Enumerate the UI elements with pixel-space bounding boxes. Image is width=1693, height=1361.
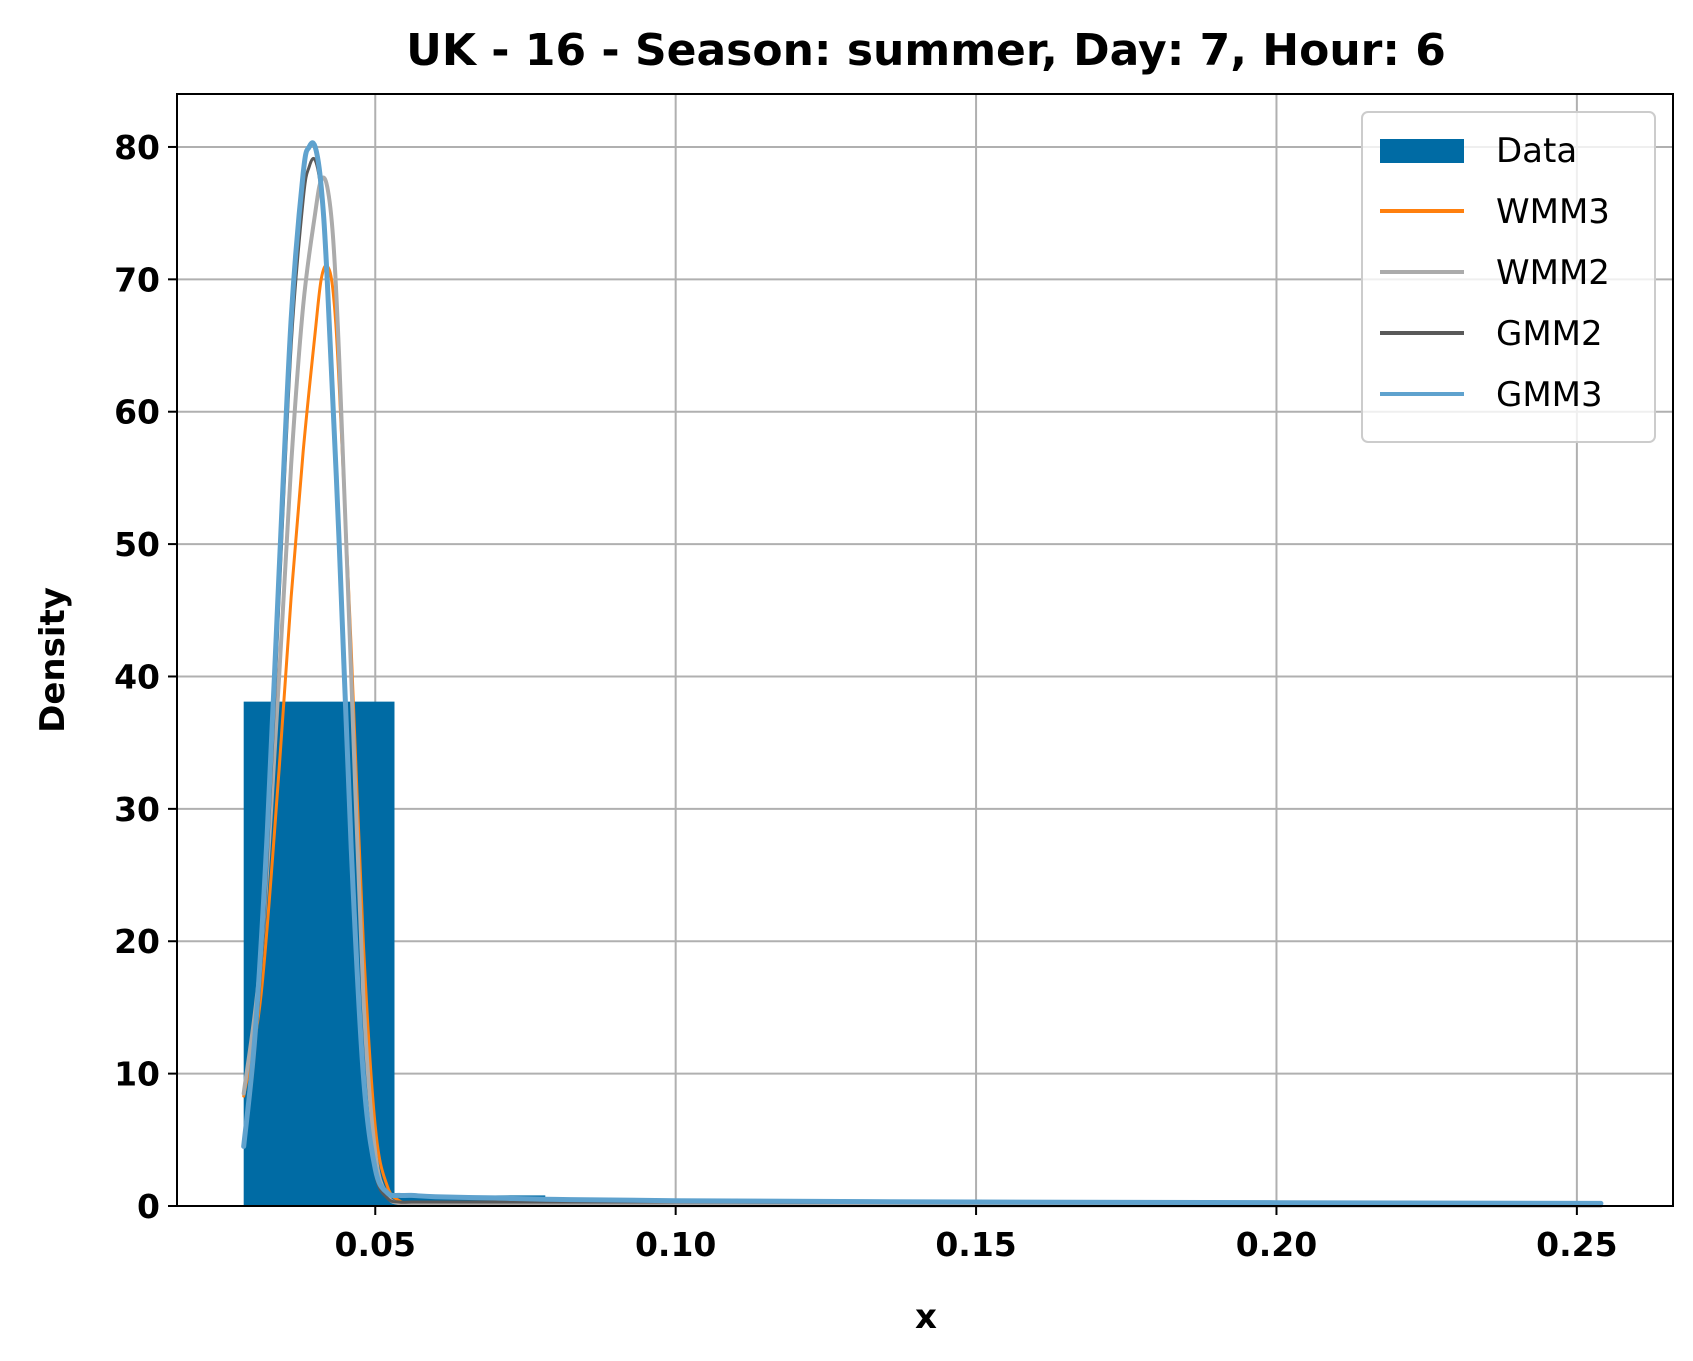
y-axis-ticks: 0 10 20 30 40 50 60 70 80: [114, 128, 177, 1226]
legend-swatch-data: [1380, 139, 1464, 163]
chart-title: UK - 16 - Season: summer, Day: 7, Hour: …: [406, 25, 1446, 76]
y-tick-label: 70: [114, 260, 160, 299]
y-tick-label: 80: [114, 128, 160, 167]
x-axis-ticks: 0.05 0.10 0.15 0.20 0.25: [335, 1206, 1618, 1264]
legend-label-data: Data: [1496, 131, 1577, 171]
density-curves: [241, 140, 1604, 1208]
legend-box: [1361, 111, 1656, 443]
grid-lines: [177, 94, 1673, 1207]
x-tick-label: 0.15: [935, 1225, 1016, 1264]
legend-label-wmm3: WMM3: [1496, 192, 1610, 232]
legend-label-wmm2: WMM2: [1496, 253, 1610, 293]
x-tick-label: 0.05: [335, 1225, 416, 1264]
y-axis-label: Density: [33, 587, 73, 733]
legend-label-gmm2: GMM2: [1496, 314, 1603, 354]
x-tick-label: 0.20: [1236, 1225, 1317, 1264]
y-tick-label: 30: [114, 790, 160, 829]
y-tick-label: 10: [114, 1055, 160, 1094]
legend: Data WMM3 WMM2 GMM2 GMM3: [1361, 111, 1656, 443]
y-tick-label: 20: [114, 922, 160, 961]
x-tick-label: 0.10: [635, 1225, 716, 1264]
series-line-gmm3: [241, 140, 1604, 1206]
x-tick-label: 0.25: [1536, 1225, 1617, 1264]
y-tick-label: 40: [114, 657, 160, 696]
y-tick-label: 60: [114, 393, 160, 432]
y-tick-label: 50: [114, 525, 160, 564]
plot-frame: [176, 93, 1674, 1207]
legend-label-gmm3: GMM3: [1496, 375, 1603, 415]
y-tick-label: 0: [137, 1187, 160, 1226]
x-axis-label: x: [915, 1297, 937, 1337]
